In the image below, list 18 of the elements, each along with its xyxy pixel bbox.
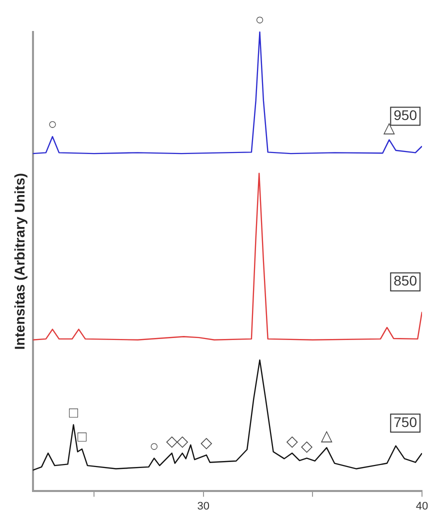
x-tick-label: 40 [416,500,428,512]
series-label: 850 [394,272,418,289]
series-label: 750 [394,414,418,430]
annotation: ○ [48,116,58,134]
series-label: 950 [394,107,418,124]
annotation: ◇ [200,434,213,452]
annotation: △ [320,427,333,444]
annotation: ○ [150,438,159,455]
annotation: □ [77,428,88,446]
y-axis-title: Intensitas (Arbitrary Units) [11,173,28,350]
x-tick-label: 30 [197,500,210,512]
annotation: △ [383,119,396,136]
annotation: ◇ [300,438,313,455]
annotation: ○ [255,12,264,29]
annotation: □ [68,404,79,422]
annotation: ◇ [286,432,298,450]
annotation: ◇ [176,432,189,450]
annotation: ◇ [166,432,178,450]
